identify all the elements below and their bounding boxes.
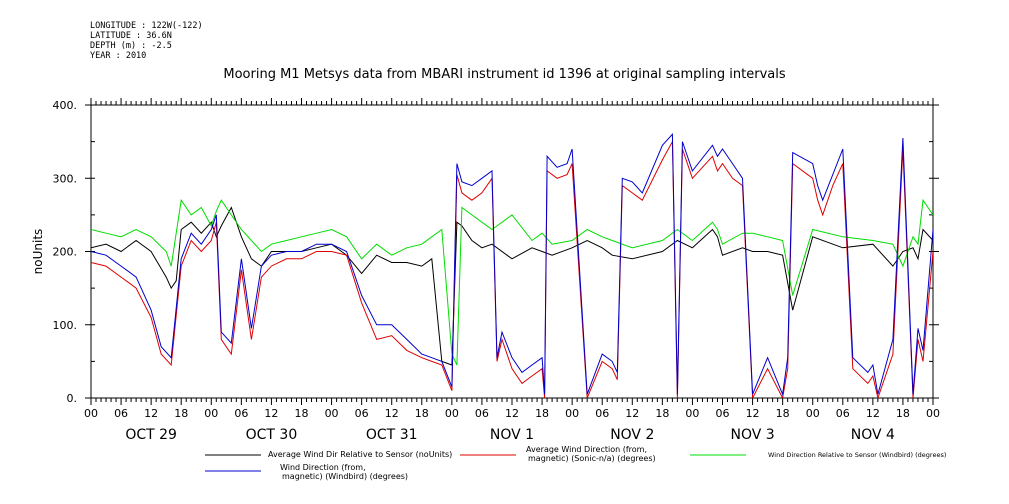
day-label: OCT 30 — [246, 427, 298, 443]
day-label: OCT 29 — [125, 427, 177, 443]
x-tick-label: 12 — [264, 407, 278, 420]
legend-label-4: Wind Direction (from, magnetic) (Windbird… — [280, 463, 408, 481]
day-label: OCT 31 — [366, 427, 418, 443]
x-tick-label: 18 — [896, 407, 910, 420]
x-tick-label: 12 — [866, 407, 880, 420]
metadata-block: LONGITUDE : 122W(-122) LATITUDE : 36.6N … — [90, 21, 203, 61]
x-tick-label: 00 — [806, 407, 820, 420]
series-line-3 — [91, 198, 933, 366]
x-tick-label: 06 — [475, 407, 489, 420]
x-tick-label: 12 — [385, 407, 399, 420]
year-text: YEAR : 2010 — [90, 51, 147, 61]
x-tick-label: 06 — [114, 407, 128, 420]
x-tick-label: 18 — [174, 407, 188, 420]
y-axis-label: noUnits — [31, 229, 45, 275]
day-label: NOV 3 — [730, 427, 774, 443]
y-tick-label: 400. — [53, 99, 78, 112]
x-tick-label: 12 — [505, 407, 519, 420]
x-tick-label: 12 — [144, 407, 158, 420]
x-tick-label: 00 — [565, 407, 579, 420]
series-line-4 — [91, 133, 933, 397]
x-tick-label: 06 — [234, 407, 248, 420]
x-tick-label: 06 — [595, 407, 609, 420]
x-tick-label: 18 — [415, 407, 429, 420]
day-label: NOV 1 — [490, 427, 534, 443]
y-tick-label: 100. — [53, 319, 78, 332]
day-label: NOV 2 — [610, 427, 654, 443]
x-tick-label: 06 — [836, 407, 850, 420]
legend-label-1: Average Wind Dir Relative to Sensor (noU… — [268, 450, 452, 459]
x-tick-label: 18 — [776, 407, 790, 420]
x-tick-label: 06 — [355, 407, 369, 420]
latitude-text: LATITUDE : 36.6N — [90, 31, 172, 41]
chart-title: Mooring M1 Metsys data from MBARI instru… — [223, 67, 786, 82]
depth-text: DEPTH (m) : -2.5 — [90, 41, 172, 51]
y-tick-label: 0. — [67, 392, 78, 405]
legend-label-3: Wind Direction Relative to Sensor (Windb… — [768, 451, 946, 459]
y-tick-label: 300. — [53, 172, 78, 185]
x-tick-label: 00 — [926, 407, 940, 420]
y-tick-label: 200. — [53, 246, 78, 259]
x-tick-label: 12 — [746, 407, 760, 420]
x-tick-label: 06 — [716, 407, 730, 420]
x-tick-label: 00 — [204, 407, 218, 420]
x-tick-label: 00 — [84, 407, 98, 420]
x-tick-label: 00 — [445, 407, 459, 420]
x-tick-label: 18 — [535, 407, 549, 420]
x-tick-label: 00 — [325, 407, 339, 420]
series-line-1 — [91, 206, 933, 366]
legend-label-2: Average Wind Direction (from, magnetic) (… — [526, 445, 656, 463]
longitude-text: LONGITUDE : 122W(-122) — [90, 21, 203, 31]
x-tick-label: 18 — [655, 407, 669, 420]
day-label: NOV 4 — [851, 427, 895, 443]
x-tick-label: 12 — [625, 407, 639, 420]
series-line-2 — [91, 139, 933, 398]
x-tick-label: 18 — [295, 407, 309, 420]
x-tick-label: 00 — [685, 407, 699, 420]
